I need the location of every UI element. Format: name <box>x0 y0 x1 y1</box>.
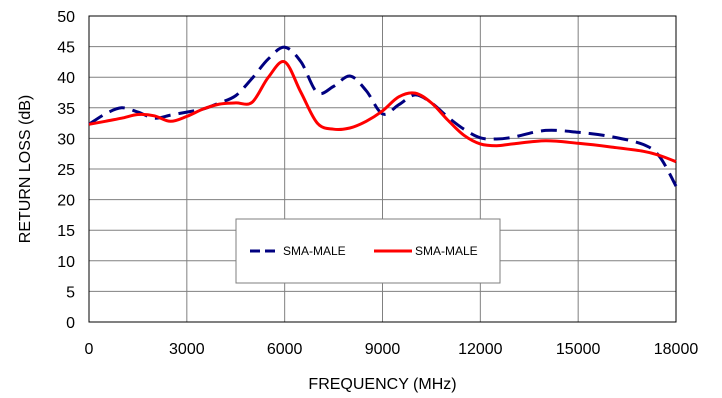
y-tick-label: 50 <box>57 9 75 26</box>
legend: SMA-MALE SMA-MALE <box>235 218 501 284</box>
x-tick-label: 3000 <box>169 341 205 358</box>
x-axis-title: FREQUENCY (MHz) <box>308 376 456 393</box>
y-tick-label: 0 <box>66 315 75 332</box>
y-axis-ticks: 0 5 10 15 20 25 30 35 40 45 50 <box>57 9 75 332</box>
plot-area-border <box>88 15 677 323</box>
series-line-1 <box>88 45 678 187</box>
y-axis-title: RETURN LOSS (dB) <box>17 95 34 243</box>
x-tick-label: 18000 <box>654 341 699 358</box>
x-axis-ticks: 0 3000 6000 9000 12000 15000 18000 <box>85 341 699 358</box>
x-tick-label: 0 <box>85 341 94 358</box>
y-tick-label: 15 <box>57 223 75 240</box>
y-tick-label: 40 <box>57 70 75 87</box>
legend-label-series-2: SMA-MALE <box>415 244 478 258</box>
legend-label-series-1: SMA-MALE <box>283 244 346 258</box>
y-tick-label: 25 <box>57 162 75 179</box>
series-line-2 <box>88 60 677 164</box>
x-tick-label: 6000 <box>267 341 303 358</box>
y-tick-label: 5 <box>66 284 75 301</box>
x-tick-label: 15000 <box>556 341 601 358</box>
x-tick-label: 12000 <box>458 341 503 358</box>
y-tick-label: 10 <box>57 254 75 271</box>
y-tick-label: 20 <box>57 193 75 210</box>
series-layer <box>88 45 678 187</box>
legend-box <box>235 218 501 284</box>
y-tick-label: 45 <box>57 40 75 57</box>
x-tick-label: 9000 <box>365 341 401 358</box>
y-tick-label: 30 <box>57 131 75 148</box>
y-tick-label: 35 <box>57 101 75 118</box>
